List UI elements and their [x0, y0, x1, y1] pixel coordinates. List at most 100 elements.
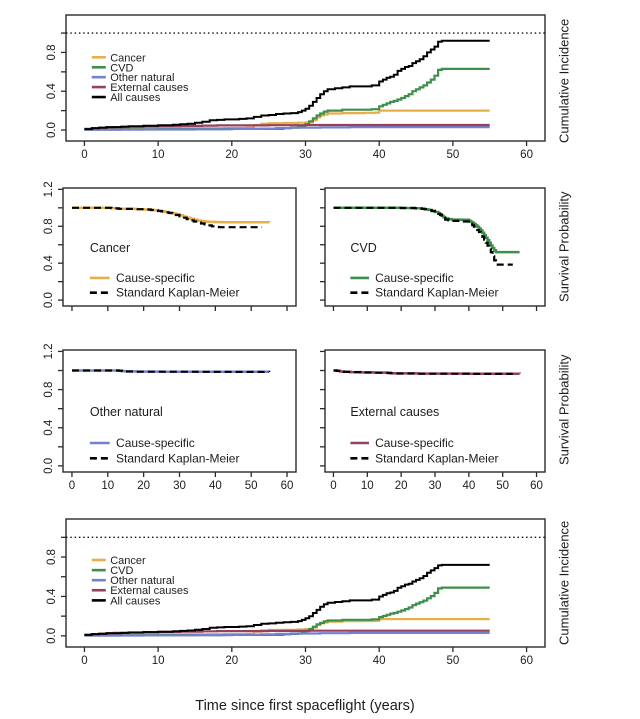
x-axis	[71, 306, 288, 311]
legend-label: Standard Kaplan-Meier	[116, 451, 239, 465]
x-axis: 0 10 20 30 40 50 60	[330, 472, 543, 492]
x-tick-label: 20	[225, 149, 238, 161]
series-standard-km	[333, 206, 513, 266]
x-tick-label: 60	[281, 480, 294, 492]
legend-label: Cause-specific	[116, 271, 195, 285]
x-tick-label: 0	[81, 149, 87, 161]
x-tick-label: 0	[330, 480, 336, 492]
legend-label: All causes	[110, 92, 161, 104]
legend-label: Standard Kaplan-Meier	[375, 451, 498, 465]
xlabel-time-since-first-spaceflight: Time since first spaceflight (years)	[195, 698, 415, 714]
series-cause-specific	[72, 206, 271, 224]
y-tick-label: 1.2	[43, 181, 55, 197]
y-axis: 0.0 0.4 0.8 1.2	[43, 343, 63, 474]
legend-label: Cancer	[110, 52, 146, 64]
x-tick-label: 10	[101, 480, 114, 492]
series-standard-km	[72, 206, 262, 229]
y-axis: 0.0 0.4 0.8	[46, 32, 66, 138]
y-tick-label: 0.4	[43, 255, 55, 272]
y-tick-label: 0.8	[46, 44, 58, 60]
x-axis: 0 10 20 30 40 50 60	[81, 141, 533, 161]
x-tick-label: 0	[69, 480, 75, 492]
y-tick-label: 0.4	[46, 83, 58, 100]
x-tick-label: 50	[496, 480, 509, 492]
legend-label: Other natural	[110, 72, 174, 84]
series-other-natural	[84, 631, 490, 637]
x-tick-label: 30	[429, 480, 442, 492]
series-other-natural	[84, 126, 490, 131]
legend-label: Cause-specific	[116, 436, 195, 450]
panel-survival-external-causes: 0 10 20 30 40 50 60 External causes Cause-specif…	[320, 349, 546, 492]
y-axis	[320, 350, 325, 467]
y-tick-label: 0.8	[46, 549, 58, 565]
x-tick-label: 40	[209, 480, 222, 492]
panel-title: CVD	[350, 241, 376, 255]
legend-label: External causes	[110, 82, 189, 94]
y-tick-label: 0.4	[46, 588, 58, 605]
y-axis	[320, 188, 325, 301]
panel-survival-other-natural: 0 10 20 30 40 50 60 0.0 0.4 0.8 1.2 Other natural Ca…	[43, 343, 297, 492]
y-tick-label: 0.8	[43, 382, 55, 398]
series-all-causes	[84, 563, 490, 636]
legend-label: Cause-specific	[375, 271, 454, 285]
x-tick-label: 50	[446, 655, 459, 667]
x-tick-label: 20	[137, 480, 150, 492]
x-tick-label: 40	[373, 655, 386, 667]
x-tick-label: 50	[245, 480, 258, 492]
legend-label: Cancer	[110, 555, 146, 567]
legend-label: Cause-specific	[375, 436, 454, 450]
x-tick-label: 20	[225, 655, 238, 667]
x-tick-label: 40	[462, 480, 475, 492]
x-tick-label: 0	[81, 655, 87, 667]
legend-label: CVD	[110, 62, 133, 74]
y-tick-label: 1.2	[43, 343, 55, 359]
ylabel-cumulative-incidence-top: Cumulative Incidence	[556, 18, 572, 143]
ylabel-survival-probability-row2: Survival Probability	[556, 191, 572, 303]
legend-label: External causes	[110, 585, 189, 597]
panel-title: Cancer	[90, 241, 130, 255]
y-tick-label: 0.8	[43, 218, 55, 234]
legend-label: Standard Kaplan-Meier	[116, 286, 239, 300]
x-axis: 0 10 20 30 40 50 60	[81, 647, 533, 667]
series-cause-specific	[333, 369, 521, 375]
panel-survival-cancer: 0.0 0.4 0.8 1.2 Cancer Cause-specificStandard…	[43, 181, 297, 311]
x-tick-label: 60	[530, 480, 543, 492]
x-axis: 0 10 20 30 40 50 60	[69, 472, 294, 492]
y-tick-label: 0.0	[46, 628, 58, 644]
x-tick-label: 10	[152, 149, 165, 161]
y-tick-label: 0.0	[43, 292, 55, 308]
x-tick-label: 60	[520, 149, 533, 161]
x-tick-label: 60	[520, 655, 533, 667]
x-tick-label: 30	[173, 480, 186, 492]
legend-label: CVD	[110, 565, 133, 577]
series-standard-km	[72, 369, 271, 373]
legend-label: Other natural	[110, 575, 174, 587]
panel-title: Other natural	[90, 405, 163, 419]
y-tick-label: 0.0	[46, 122, 58, 138]
x-tick-label: 40	[373, 149, 386, 161]
y-axis: 0.0 0.4 0.8	[46, 536, 66, 644]
x-axis	[332, 306, 538, 311]
x-tick-label: 20	[395, 480, 408, 492]
x-tick-label: 30	[299, 655, 312, 667]
ylabel-cumulative-incidence-bottom: Cumulative Incidence	[556, 520, 572, 645]
y-tick-label: 0.0	[43, 458, 55, 474]
legend-label: All causes	[110, 595, 161, 607]
x-tick-label: 50	[446, 149, 459, 161]
ylabel-survival-probability-row3: Survival Probability	[556, 354, 572, 466]
panel-title: External causes	[350, 405, 439, 419]
x-tick-label: 10	[361, 480, 374, 492]
legend-label: Standard Kaplan-Meier	[375, 286, 498, 300]
x-tick-label: 10	[152, 655, 165, 667]
